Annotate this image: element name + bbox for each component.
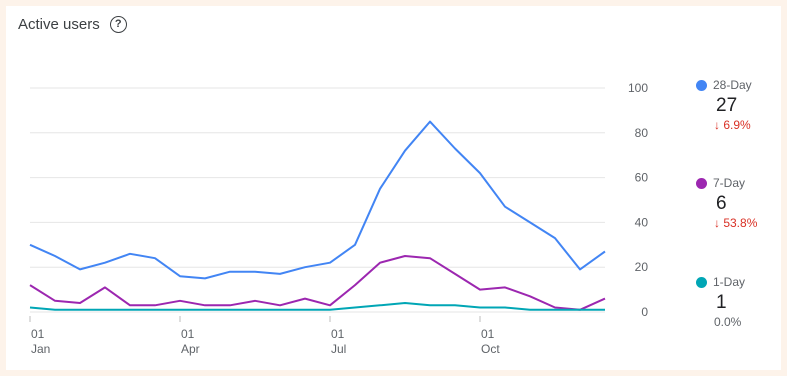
legend-change: 0.0%: [714, 315, 742, 329]
x-tick-day: 01: [481, 327, 495, 341]
legend-item: 28-Day 27 ↓ 6.9%: [696, 78, 776, 132]
x-tick-month: Jul: [331, 342, 346, 356]
legend-item: 1-Day 1 0.0%: [696, 275, 776, 329]
legend-row: 28-Day: [696, 78, 776, 92]
legend-row: 1-Day: [696, 275, 776, 289]
y-tick-label: 0: [641, 305, 648, 319]
x-tick-month: Jan: [31, 342, 50, 356]
legend-dot-icon: [696, 177, 707, 189]
legend-label: 7-Day: [713, 176, 746, 190]
x-tick-day: 01: [31, 327, 45, 341]
x-tick-month: Apr: [181, 342, 200, 356]
legend-dot-icon: [696, 79, 707, 91]
x-tick-day: 01: [331, 327, 345, 341]
y-tick-label: 60: [635, 171, 649, 185]
legend-item: 7-Day 6 ↓ 53.8%: [696, 176, 776, 230]
legend-dot-icon: [696, 276, 707, 288]
legend-change: ↓ 53.8%: [714, 216, 758, 230]
y-tick-label: 80: [635, 126, 649, 140]
legend-value: 27: [716, 95, 738, 116]
legend-value: 6: [716, 193, 727, 214]
legend-label: 28-Day: [713, 78, 752, 92]
series-line-28-day: [29, 120, 606, 280]
legend-label: 1-Day: [713, 275, 746, 289]
x-tick-day: 01: [181, 327, 195, 341]
card-header: Active users ?: [18, 16, 127, 33]
series-line-1-day: [29, 302, 605, 311]
legend-row: 7-Day: [696, 176, 776, 190]
legend-value: 1: [716, 292, 727, 313]
help-circle-icon[interactable]: ?: [109, 16, 127, 33]
card-title: Active users: [18, 16, 100, 33]
series-line-7-day: [29, 255, 606, 311]
legend-change: ↓ 6.9%: [714, 118, 751, 132]
y-tick-label: 100: [628, 81, 648, 95]
x-tick-month: Oct: [481, 342, 500, 356]
y-tick-label: 40: [635, 215, 649, 229]
y-tick-label: 20: [635, 260, 649, 274]
